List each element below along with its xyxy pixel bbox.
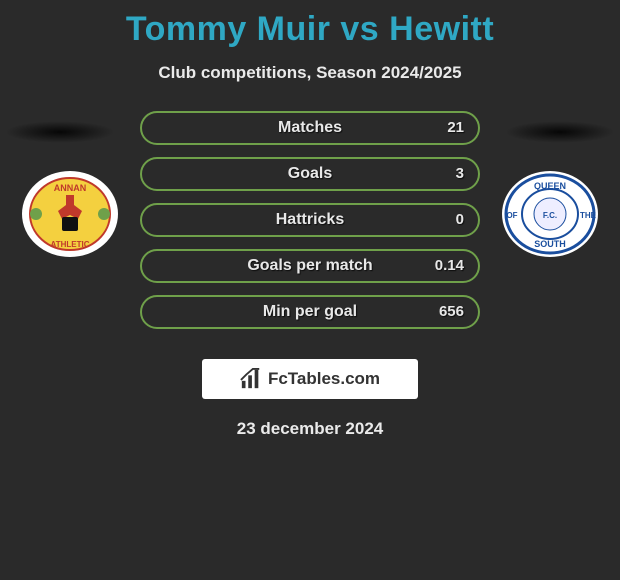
player-shadow-left	[5, 121, 115, 143]
logo-text: FcTables.com	[268, 369, 380, 389]
stat-bar: Goals 3	[140, 157, 480, 191]
stat-value-right: 0.14	[435, 251, 464, 281]
stat-bar: Matches 21	[140, 111, 480, 145]
svg-text:QUEEN: QUEEN	[534, 181, 566, 191]
svg-text:ATHLETIC: ATHLETIC	[51, 240, 90, 249]
svg-text:SOUTH: SOUTH	[534, 239, 566, 249]
stat-value-right: 21	[447, 113, 464, 143]
club-crest-left: ANNAN ATHLETIC	[20, 169, 120, 259]
player-shadow-right	[505, 121, 615, 143]
svg-text:F.C.: F.C.	[543, 211, 557, 220]
bar-chart-icon	[240, 368, 262, 390]
stat-bars: Matches 21 Goals 3 Hattricks 0 Goals per…	[140, 111, 480, 341]
svg-text:THE: THE	[580, 211, 597, 220]
stat-label: Hattricks	[142, 205, 478, 235]
fctables-logo: FcTables.com	[202, 359, 418, 399]
stat-value-right: 656	[439, 297, 464, 327]
stat-bar: Goals per match 0.14	[140, 249, 480, 283]
stat-label: Min per goal	[142, 297, 478, 327]
stat-bar: Min per goal 656	[140, 295, 480, 329]
stat-value-right: 0	[456, 205, 464, 235]
svg-text:OF: OF	[506, 211, 517, 220]
page-title: Tommy Muir vs Hewitt	[0, 0, 620, 49]
stat-value-right: 3	[456, 159, 464, 189]
club-crest-right: QUEEN SOUTH OF THE F.C.	[500, 169, 600, 259]
queen-of-south-crest-icon: QUEEN SOUTH OF THE F.C.	[500, 169, 600, 259]
date-text: 23 december 2024	[0, 419, 620, 439]
annan-athletic-crest-icon: ANNAN ATHLETIC	[20, 169, 120, 259]
comparison-area: ANNAN ATHLETIC QUEEN SOUTH OF THE F.C. M…	[0, 111, 620, 341]
stat-label: Goals per match	[142, 251, 478, 281]
stat-label: Goals	[142, 159, 478, 189]
subtitle: Club competitions, Season 2024/2025	[0, 63, 620, 83]
svg-text:ANNAN: ANNAN	[54, 183, 87, 193]
stat-bar: Hattricks 0	[140, 203, 480, 237]
stat-label: Matches	[142, 113, 478, 143]
